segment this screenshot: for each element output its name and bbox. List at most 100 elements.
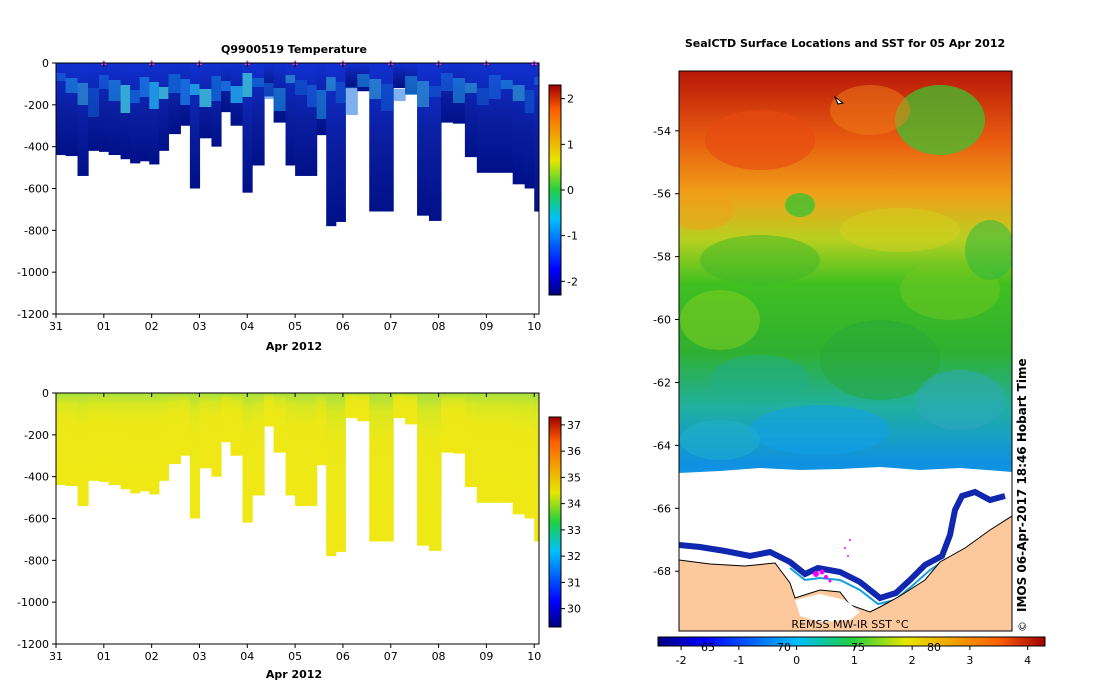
- y-tick-label: -400: [24, 471, 49, 484]
- profile-column: [534, 63, 539, 212]
- colorbar-tick-label: 2: [567, 93, 574, 106]
- profile-column: [88, 393, 100, 481]
- x-tick-label: 06: [336, 650, 350, 663]
- profile-column: [285, 393, 296, 496]
- temperature-x-axis: 31 01 02 03 04 05 06 07 08 09 10: [49, 63, 541, 333]
- temperature-band: [77, 83, 89, 105]
- profile-column: [285, 63, 296, 166]
- profile-column: [369, 393, 382, 542]
- x-tick-label: 04: [240, 650, 254, 663]
- x-tick-label: 31: [49, 650, 63, 663]
- temperature-band: [230, 86, 244, 103]
- profile-column: [345, 63, 358, 89]
- profile-column: [381, 393, 394, 542]
- colorbar-tick-label: 32: [567, 550, 581, 563]
- profile-column: [99, 63, 110, 152]
- sst-patch: [710, 355, 810, 405]
- colorbar-tick-label: 0: [567, 184, 574, 197]
- temperature-band: [220, 81, 232, 91]
- temperature-band: [139, 77, 150, 97]
- profile-column: [534, 393, 539, 542]
- y-tick-label: -800: [24, 554, 49, 567]
- profile-column: [357, 393, 370, 422]
- temperature-band: [345, 87, 358, 115]
- salinity-x-axis: 31 01 02 03 04 05 06 07 08 09 10: [49, 393, 541, 663]
- x-tick-label: 09: [479, 320, 493, 333]
- sst-colorbar-upper-label: 80: [927, 641, 941, 654]
- profile-column: [220, 393, 232, 443]
- temperature-band: [464, 83, 478, 93]
- temperature-band: [211, 76, 222, 101]
- temperature-title: Q9900519 Temperature: [221, 43, 367, 56]
- profile-column: [500, 63, 514, 173]
- profile-column: [130, 63, 141, 164]
- sst-colorbar-upper-label: 75: [851, 641, 865, 654]
- lat-tick-label: -64: [653, 439, 671, 452]
- seal-location-dot: [828, 579, 832, 583]
- temperature-band: [429, 86, 442, 97]
- x-tick-label: 03: [192, 650, 206, 663]
- profile-column: [264, 63, 275, 97]
- sst-map-field: REMSS MW-IR SST °C: [679, 71, 1012, 631]
- profile-column: [452, 393, 466, 454]
- sst-patch: [900, 260, 1000, 320]
- sst-colorbar-ticks: -2 -1 0 1 2 3 4 65 70 75 80: [676, 641, 1032, 667]
- temperature-band: [534, 77, 539, 85]
- sst-map-panel: SealCTD Surface Locations and SST for 05…: [653, 37, 1046, 667]
- profile-column: [120, 393, 131, 490]
- profile-column: [464, 393, 478, 488]
- sst-map-title: SealCTD Surface Locations and SST for 05…: [685, 37, 1005, 50]
- x-tick-label: 03: [192, 320, 206, 333]
- x-tick-label: 07: [384, 320, 398, 333]
- temperature-colorbar-ticks: 2 1 0 -1 -2: [561, 93, 578, 288]
- colorbar-tick-label: -2: [567, 275, 578, 288]
- temperature-band: [130, 90, 141, 103]
- temperature-band: [149, 82, 160, 109]
- y-tick-label: -1000: [17, 596, 49, 609]
- profile-column: [417, 393, 430, 546]
- coast-ice-edge-inner: [789, 559, 946, 606]
- profile-column: [189, 63, 201, 189]
- temperature-band: [452, 78, 466, 103]
- profile-column: [149, 393, 160, 495]
- profile-column: [158, 63, 169, 151]
- temperature-band: [393, 89, 406, 101]
- x-tick-label: 31: [49, 320, 63, 333]
- y-tick-label: -1200: [17, 308, 49, 321]
- seal-ctd-surface-locations: [813, 539, 851, 583]
- sst-colorbar-tick-label: 0: [793, 654, 800, 667]
- lat-tick-label: -56: [653, 188, 671, 201]
- colorbar-tick-label: 33: [567, 524, 581, 537]
- profile-column: [326, 63, 337, 227]
- colorbar-tick-label: 31: [567, 576, 581, 589]
- profile-column: [56, 393, 67, 486]
- colorbar-tick-label: -1: [567, 230, 578, 243]
- sst-colorbar-upper-label: 65: [701, 641, 715, 654]
- temperature-band: [168, 74, 181, 93]
- sst-colorbar-tick-label: -2: [676, 654, 687, 667]
- y-tick-label: -400: [24, 141, 49, 154]
- sst-source-label: REMSS MW-IR SST °C: [791, 618, 909, 631]
- profile-column: [252, 393, 265, 496]
- temperature-band: [88, 88, 100, 117]
- sst-patch: [679, 190, 735, 230]
- profile-column: [326, 393, 337, 557]
- temperature-band: [326, 77, 337, 91]
- x-tick-label: 05: [288, 320, 302, 333]
- temperature-band: [369, 79, 382, 99]
- temperature-band: [524, 90, 535, 113]
- y-tick-label: -600: [24, 183, 49, 196]
- lat-tick-label: -62: [653, 376, 671, 389]
- temperature-band: [357, 74, 370, 87]
- temperature-band: [440, 73, 454, 91]
- lat-tick-label: -60: [653, 314, 671, 327]
- profile-column: [199, 393, 213, 469]
- y-tick-label: 0: [42, 57, 49, 70]
- seal-location-dot: [819, 569, 825, 575]
- temperature-band: [417, 81, 430, 107]
- lat-tick-label: -66: [653, 502, 671, 515]
- profile-column: [476, 393, 490, 503]
- temperature-band: [381, 84, 394, 111]
- lat-tick-label: -58: [653, 251, 671, 264]
- sst-colorbar: [657, 636, 1046, 647]
